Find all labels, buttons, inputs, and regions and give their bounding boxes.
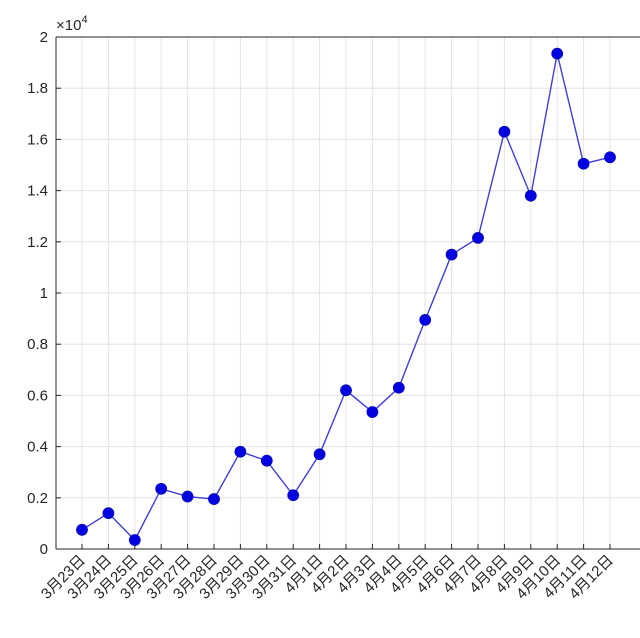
data-point — [260, 454, 273, 467]
grid-lines — [56, 36, 640, 550]
data-point — [287, 489, 300, 502]
data-point — [76, 523, 88, 536]
y-tick-labels: 0 0.2 0.4 0.6 0.8 1 1.2 1.4 1.6 1.8 2 — [27, 29, 48, 558]
data-point — [604, 151, 616, 164]
data-point — [155, 482, 168, 495]
data-point — [419, 313, 432, 326]
axes — [55, 36, 640, 550]
data-point — [577, 157, 590, 170]
data-point — [472, 232, 484, 244]
data-point — [445, 248, 458, 261]
data-point — [340, 384, 352, 397]
y-tick-label: 0.8 — [27, 336, 48, 353]
data-point — [128, 534, 141, 546]
data-point — [551, 47, 564, 60]
x-tick-labels: 3月23日3月24日3月25日3月26日3月27日3月28日3月29日3月30日… — [38, 552, 617, 603]
data-point — [313, 448, 326, 461]
y-tick-label: 2 — [40, 29, 48, 46]
data-series — [76, 47, 616, 546]
y-tick-label: 0 — [40, 541, 48, 558]
y-tick-label: 1.4 — [27, 183, 48, 200]
y-tick-label: 1 — [40, 285, 48, 302]
data-point — [366, 406, 379, 418]
y-exponent-label: ×104 — [56, 14, 88, 34]
data-point — [181, 490, 194, 503]
y-tick-label: 0.2 — [27, 490, 48, 507]
y-tick-label: 0.6 — [27, 387, 48, 404]
data-point — [498, 125, 511, 138]
data-point — [392, 381, 405, 394]
y-tick-label: 1.2 — [27, 234, 48, 251]
data-point — [524, 189, 537, 202]
data-point — [234, 445, 247, 458]
data-point — [102, 507, 115, 520]
y-tick-label: 0.4 — [27, 439, 48, 456]
y-tick-label: 1.8 — [27, 80, 48, 97]
data-point — [208, 493, 220, 505]
y-tick-label: 1.6 — [27, 131, 48, 148]
